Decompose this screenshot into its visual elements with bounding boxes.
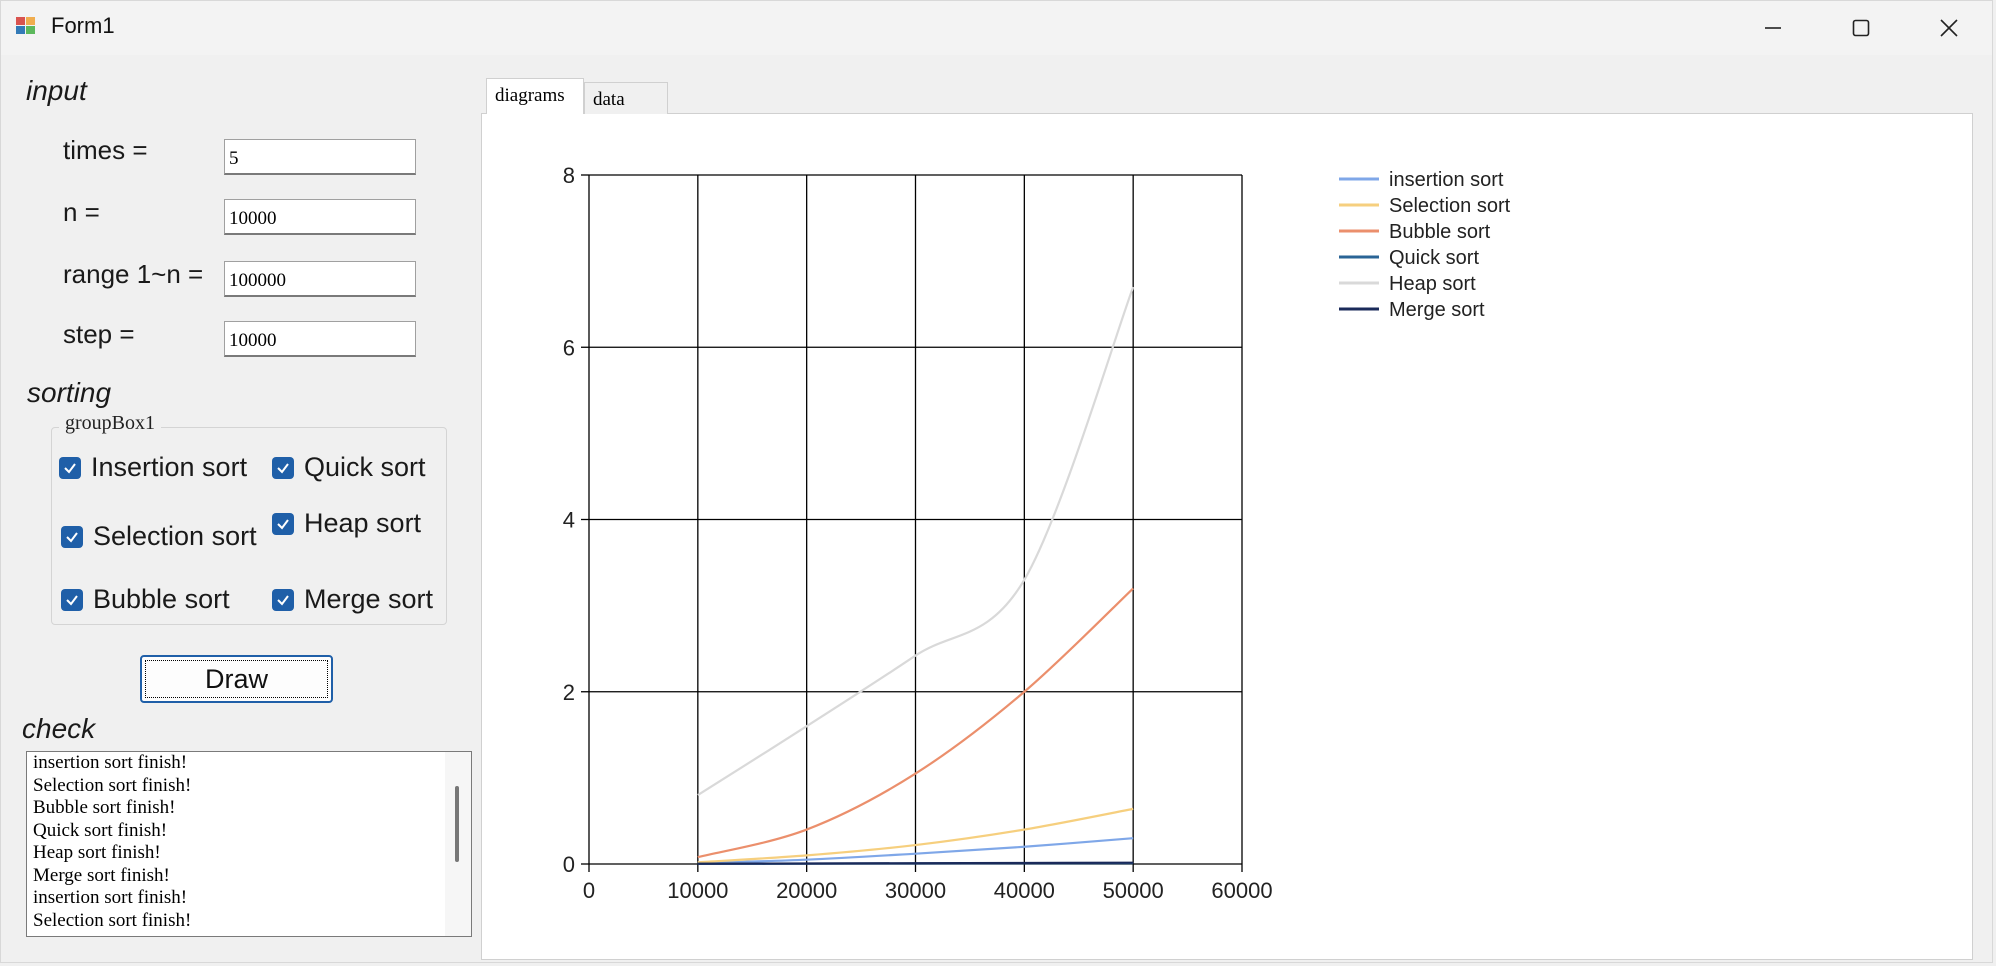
sorting-groupbox — [51, 427, 447, 625]
sorting-section-label: sorting — [27, 377, 112, 408]
x-tick-label: 60000 — [1211, 878, 1272, 903]
legend-label: Merge sort — [1389, 299, 1485, 321]
checkbox-label: Selection sort — [93, 521, 257, 551]
minimize-icon — [1765, 27, 1781, 29]
legend-label: Heap sort — [1389, 273, 1476, 295]
series-line-selection-sort — [697, 807, 1134, 864]
list-item: Selection sort finish! — [33, 909, 192, 931]
x-tick-label: 20000 — [776, 878, 837, 903]
list-item: insertion sort finish! — [33, 887, 188, 908]
n-label: n = — [63, 197, 100, 227]
close-icon — [1940, 19, 1958, 37]
scrollbar-thumb[interactable] — [455, 786, 459, 862]
checkbox-selection-sort[interactable]: Selection sort — [61, 521, 257, 552]
tab-data[interactable]: data — [584, 82, 668, 114]
y-tick-label: 0 — [563, 852, 575, 877]
check-section-label: check — [22, 713, 96, 744]
checkbox-quick-sort[interactable]: Quick sort — [272, 452, 426, 483]
x-tick-label: 30000 — [885, 878, 946, 903]
y-tick-label: 4 — [563, 508, 575, 533]
checkbox-label: Quick sort — [304, 452, 426, 482]
series-line-heap-sort — [697, 286, 1135, 797]
checkbox-label: Heap sort — [304, 508, 422, 538]
list-item: Merge sort finish! — [33, 864, 170, 886]
series-line-bubble-sort — [697, 587, 1134, 859]
checkbox-bubble-sort[interactable]: Bubble sort — [61, 584, 230, 615]
step-label: step = — [63, 319, 135, 349]
x-tick-label: 50000 — [1103, 878, 1164, 903]
x-tick-label: 10000 — [667, 878, 728, 903]
times-label: times = — [63, 135, 148, 165]
listbox-scrollbar[interactable] — [445, 752, 471, 936]
checkmark-icon — [61, 588, 83, 611]
list-item: Bubble sort finish! — [33, 797, 176, 818]
legend-label: Bubble sort — [1389, 221, 1491, 243]
checkbox-merge-sort[interactable]: Merge sort — [272, 584, 433, 615]
list-item: Quick sort finish! — [33, 819, 168, 841]
range-label: range 1~n = — [63, 259, 204, 289]
list-item: insertion sort finish! — [33, 752, 188, 773]
legend-label: Selection sort — [1389, 195, 1511, 217]
check-listbox[interactable]: insertion sort finish! Selection sort fi… — [26, 751, 472, 937]
y-tick-label: 6 — [563, 335, 575, 360]
list-item: Heap sort finish! — [33, 842, 161, 863]
checkbox-label: Bubble sort — [93, 584, 230, 614]
checkbox-insertion-sort[interactable]: Insertion sort — [59, 452, 247, 483]
checkmark-icon — [272, 456, 294, 479]
checkmark-icon — [272, 588, 294, 611]
input-section-label: input — [26, 75, 87, 106]
maximize-button[interactable] — [1817, 1, 1905, 55]
legend-label: insertion sort — [1389, 169, 1504, 191]
checkmark-icon — [61, 525, 83, 548]
y-tick-label: 8 — [563, 163, 575, 188]
step-input[interactable] — [224, 321, 416, 357]
checkmark-icon — [59, 456, 81, 479]
maximize-icon — [1852, 19, 1870, 37]
y-tick-label: 2 — [563, 680, 575, 705]
n-input[interactable] — [224, 199, 416, 235]
legend-label: Quick sort — [1389, 247, 1479, 269]
list-item: Selection sort finish! — [33, 774, 192, 796]
sorting-time-chart: 0 10000 20000 30000 40000 50000 60000 0 2 4 6 8 inse… — [563, 163, 1511, 903]
range-input[interactable] — [224, 261, 416, 297]
x-tick-label: 0 — [583, 878, 595, 903]
groupbox-title: groupBox1 — [59, 412, 161, 435]
draw-button[interactable]: Draw — [140, 655, 333, 703]
close-button[interactable] — [1905, 1, 1993, 55]
checkbox-label: Insertion sort — [91, 452, 248, 482]
minimize-button[interactable] — [1729, 1, 1817, 55]
chart-area: 0 10000 20000 30000 40000 50000 60000 0 2 4 6 8 inse… — [503, 132, 1570, 940]
title-bar: Form1 — [1, 1, 1992, 55]
app-icon — [16, 17, 35, 34]
tab-diagrams[interactable]: diagrams — [486, 78, 584, 114]
checkbox-heap-sort[interactable]: Heap sort — [272, 508, 421, 539]
series-line-merge-sort — [697, 861, 1134, 865]
times-input[interactable] — [224, 139, 416, 175]
checkbox-label: Merge sort — [304, 584, 434, 614]
series-line-insertion-sort — [697, 837, 1134, 865]
checkmark-icon — [272, 512, 294, 535]
window-title: Form1 — [51, 13, 115, 38]
x-tick-label: 40000 — [994, 878, 1055, 903]
